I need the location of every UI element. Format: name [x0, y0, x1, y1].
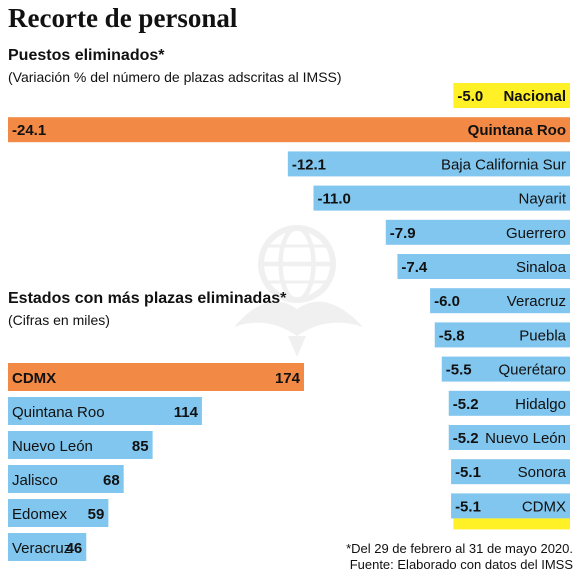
value-label-6: -6.0	[434, 293, 460, 310]
count-bar-1	[8, 397, 202, 425]
value-label-3: -11.0	[317, 191, 350, 208]
count-bar-0	[8, 363, 304, 391]
count-category-label-4: Edomex	[12, 506, 68, 523]
count-category-label-2: Nuevo León	[12, 438, 93, 455]
value-label-10: -5.2	[453, 430, 479, 447]
bar-7	[434, 322, 570, 348]
category-label-0: Nacional	[503, 88, 566, 105]
category-label-8: Querétaro	[498, 362, 566, 379]
bar-1	[8, 117, 570, 143]
value-label-8: -5.5	[446, 362, 472, 379]
chart2-title: Estados con más plazas eliminadas*	[8, 290, 287, 307]
count-value-label-1: 114	[174, 404, 199, 421]
category-label-3: Nayarit	[518, 191, 566, 208]
bar-2	[287, 151, 570, 177]
category-label-9: Hidalgo	[515, 396, 566, 413]
bar-8	[441, 356, 570, 382]
count-value-label-3: 68	[103, 472, 120, 489]
bar-3	[313, 185, 570, 211]
count-value-label-4: 59	[88, 506, 105, 523]
category-label-11: Sonora	[518, 464, 567, 481]
count-category-label-1: Quintana Roo	[12, 404, 105, 421]
category-label-6: Veracruz	[507, 293, 566, 310]
count-category-label-5: Veracruz	[12, 540, 71, 557]
footnote-period: *Del 29 de febrero al 31 de mayo 2020.	[346, 541, 573, 556]
count-category-label-0: CDMX	[12, 370, 56, 387]
category-label-5: Sinaloa	[516, 259, 567, 276]
category-label-12: CDMX	[522, 498, 566, 515]
national-reference-band	[453, 518, 570, 530]
count-category-label-3: Jalisco	[12, 472, 58, 489]
category-label-10: Nuevo León	[485, 430, 566, 447]
bar-6	[430, 288, 570, 314]
bar-4	[385, 219, 570, 245]
bar-9	[448, 390, 570, 416]
value-label-1: -24.1	[12, 122, 46, 139]
chart1-title: Puestos eliminados*	[8, 47, 165, 64]
value-label-5: -7.4	[401, 259, 428, 276]
chart-title: Recorte de personal	[8, 3, 238, 33]
footnote-source: Fuente: Elaborado con datos del IMSS	[349, 557, 573, 572]
bar-12	[451, 493, 570, 519]
count-bar-2	[8, 431, 153, 459]
count-value-label-5: 46	[66, 540, 83, 557]
bar-11	[451, 459, 570, 485]
bar-5	[397, 254, 570, 279]
value-label-0: -5.0	[457, 88, 483, 105]
count-bar-5	[8, 533, 87, 561]
count-value-label-2: 85	[132, 438, 149, 455]
category-label-7: Puebla	[519, 327, 566, 344]
imss-eagle-logo-icon	[234, 225, 363, 357]
chart2-subtitle: (Cifras en miles)	[8, 312, 110, 328]
bar-10	[448, 425, 570, 450]
count-bar-3	[8, 465, 124, 493]
category-label-4: Guerrero	[506, 225, 566, 242]
value-label-12: -5.1	[455, 498, 481, 515]
category-label-1: Quintana Roo	[468, 122, 566, 139]
value-label-7: -5.8	[439, 327, 465, 344]
bar-0	[453, 83, 570, 108]
value-label-9: -5.2	[453, 396, 479, 413]
value-label-11: -5.1	[455, 464, 481, 481]
category-label-2: Baja California Sur	[441, 156, 566, 173]
count-value-label-0: 174	[275, 370, 301, 387]
value-label-4: -7.9	[390, 225, 416, 242]
count-bar-4	[8, 499, 109, 527]
value-label-2: -12.1	[292, 156, 326, 173]
chart1-subtitle: (Variación % del número de plazas adscri…	[8, 69, 342, 85]
